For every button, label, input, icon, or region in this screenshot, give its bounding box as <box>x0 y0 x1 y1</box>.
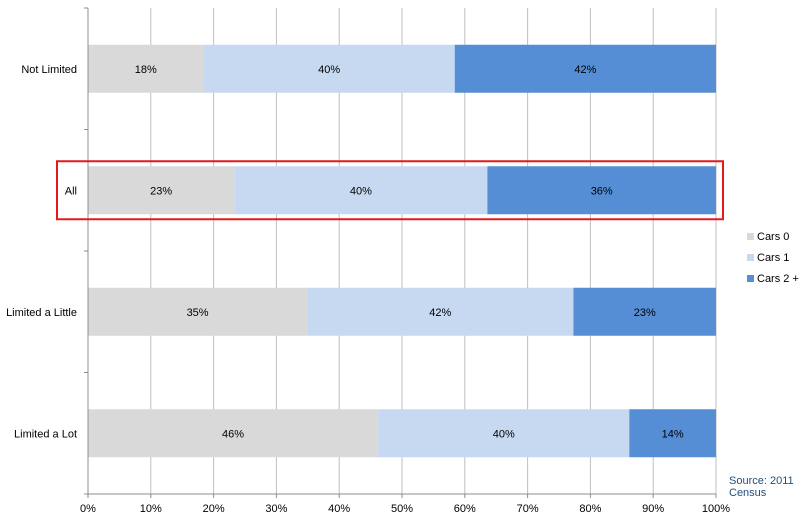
bar-segment <box>573 287 716 336</box>
x-tick-label: 50% <box>391 503 413 515</box>
bar-segment <box>88 44 204 93</box>
x-tick-label: 70% <box>517 503 539 515</box>
category-label: All <box>65 185 77 197</box>
data-labels: 18% 40% 42% 23% 40% 36% 35% 42% 23% 46% 40% 14% <box>135 64 684 441</box>
bar-segment <box>629 409 716 458</box>
x-tick-label: 0% <box>80 503 96 515</box>
bar-data-label: 40% <box>318 64 340 76</box>
legend: Cars 0 Cars 1 Cars 2 + <box>747 231 799 285</box>
bar-data-label: 46% <box>222 428 244 440</box>
category-label: Not Limited <box>21 64 77 76</box>
bar-segment <box>88 287 308 336</box>
bar-data-label: 36% <box>591 185 613 197</box>
legend-label: Cars 0 <box>757 231 789 243</box>
x-tick-label: 40% <box>328 503 350 515</box>
bar-segment <box>378 409 630 458</box>
x-tick-label: 90% <box>642 503 664 515</box>
x-tick-label: 30% <box>265 503 287 515</box>
bars <box>88 44 716 458</box>
bar-data-label: 18% <box>135 64 157 76</box>
bar-segment <box>487 166 716 215</box>
bar-segment <box>307 287 574 336</box>
x-tick-label: 60% <box>454 503 476 515</box>
bar-data-label: 14% <box>662 428 684 440</box>
x-tick-label: 100% <box>702 503 730 515</box>
source-note: Source: 2011 Census <box>729 475 794 499</box>
bar-segment <box>454 44 716 93</box>
legend-label: Cars 1 <box>757 252 789 264</box>
bar-data-label: 35% <box>187 307 209 319</box>
legend-swatch <box>747 275 754 282</box>
x-tick-label: 80% <box>579 503 601 515</box>
highlight-rectangle <box>56 160 724 221</box>
x-tick-labels: 0% 10% 20% 30% 40% 50% 60% 70% 80% 90% 100% <box>80 503 730 515</box>
axes <box>84 7 717 498</box>
x-tick-label: 10% <box>140 503 162 515</box>
bar-data-label: 23% <box>150 185 172 197</box>
bar-segment <box>88 166 235 215</box>
bar-data-label: 40% <box>350 185 372 197</box>
bar-data-label: 42% <box>429 307 451 319</box>
bar-segment <box>203 44 455 93</box>
legend-swatch <box>747 233 754 240</box>
category-labels: Not Limited All Limited a Little Limited a … <box>6 64 77 441</box>
bar-segment <box>234 166 488 215</box>
legend-swatch <box>747 254 754 261</box>
bar-data-label: 23% <box>634 307 656 319</box>
bar-data-label: 42% <box>574 64 596 76</box>
legend-label: Cars 2 + <box>757 273 799 285</box>
bar-segment <box>88 409 379 458</box>
x-tick-label: 20% <box>203 503 225 515</box>
category-label: Limited a Little <box>6 307 77 319</box>
category-label: Limited a Lot <box>14 428 77 440</box>
bar-data-label: 40% <box>493 428 515 440</box>
highlight-box <box>56 160 724 221</box>
